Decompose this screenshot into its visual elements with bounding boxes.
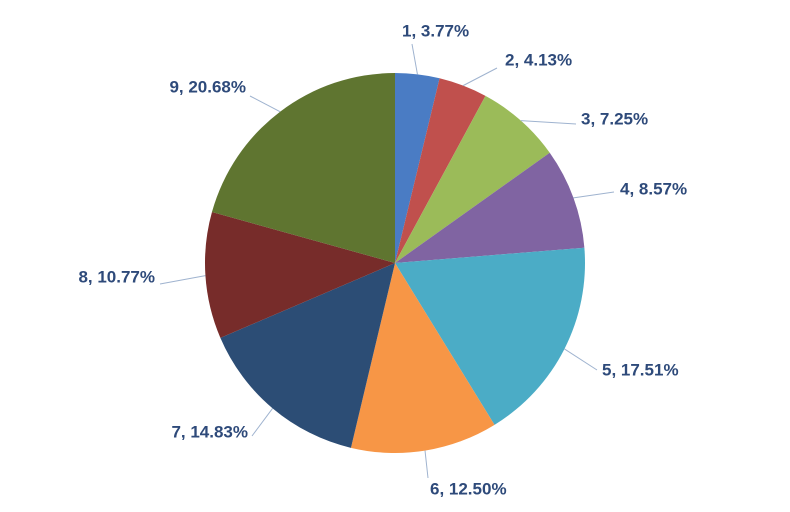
pie-slice	[211, 73, 395, 263]
pie-slice	[395, 95, 550, 263]
pie-slice	[395, 152, 585, 263]
data-label: 1, 3.77%	[402, 21, 469, 40]
leader-line	[424, 450, 429, 479]
pie-slice	[220, 263, 395, 448]
leader-line	[520, 120, 577, 125]
data-label: 3, 7.25%	[581, 109, 648, 128]
leader-line	[564, 348, 598, 371]
leader-line	[573, 191, 615, 199]
leader-line	[462, 67, 498, 87]
leader-line	[249, 95, 281, 113]
pie-slice	[205, 212, 395, 338]
pie-slice	[350, 263, 495, 454]
leader-line	[251, 408, 274, 437]
data-label: 7, 14.83%	[171, 422, 248, 441]
pie-slice	[395, 247, 586, 425]
data-label: 5, 17.51%	[602, 360, 679, 379]
data-label: 8, 10.77%	[78, 267, 155, 286]
leader-line	[411, 43, 418, 75]
pie-slice	[395, 73, 440, 263]
pie-slice	[395, 78, 486, 264]
data-label: 6, 12.50%	[430, 479, 507, 498]
data-label: 4, 8.57%	[620, 179, 687, 198]
leader-line	[159, 275, 206, 285]
data-label: 2, 4.13%	[505, 50, 572, 69]
data-label: 9, 20.68%	[169, 77, 246, 96]
